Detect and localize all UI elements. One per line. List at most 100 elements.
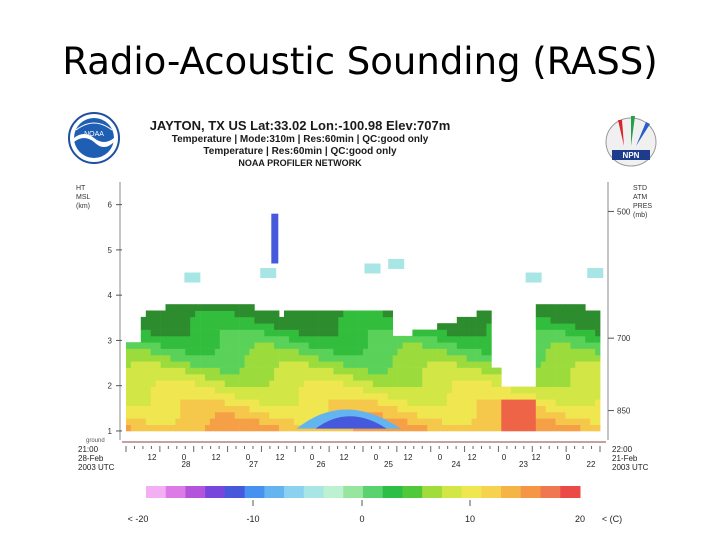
heatmap-cell (580, 418, 586, 425)
heatmap-cell (145, 418, 152, 425)
heatmap-cell (293, 335, 300, 343)
heatmap-cell (200, 386, 206, 394)
colorbar-swatch (185, 486, 206, 498)
heatmap-cell (126, 361, 132, 368)
heatmap-cell (451, 329, 458, 337)
heatmap-cell (303, 392, 310, 400)
heatmap-cell (555, 310, 561, 318)
heatmap-cell (333, 310, 339, 318)
heatmap-cell (387, 329, 393, 337)
heatmap-cell (175, 342, 181, 349)
heatmap-cell (269, 348, 275, 356)
heatmap-cell (550, 304, 556, 311)
heatmap-cell (293, 399, 300, 406)
heatmap-cell (545, 399, 551, 406)
heatmap-cell (135, 361, 142, 368)
heatmap-cell (195, 304, 201, 311)
upper-echo-blob (587, 268, 604, 278)
upper-echo-blob (364, 263, 381, 274)
heatmap-cell (555, 418, 561, 425)
heatmap-cell (367, 399, 374, 406)
heatmap-cell (545, 373, 551, 381)
heatmap-cell (535, 361, 542, 368)
heatmap-cell (293, 405, 300, 413)
heatmap-cell (461, 380, 468, 387)
heatmap-cell (288, 348, 295, 356)
heatmap-cell (303, 354, 310, 362)
heatmap-cell (521, 418, 527, 425)
heatmap-cell (540, 323, 547, 330)
heatmap-cell (486, 361, 492, 368)
heatmap-cell (491, 367, 497, 375)
x-hour-label: 12 (276, 453, 285, 462)
heatmap-cell (195, 392, 201, 400)
heatmap-cell (363, 310, 369, 318)
heatmap-cell (259, 323, 265, 330)
heatmap-cell (397, 367, 403, 375)
heatmap-cell (442, 392, 448, 400)
heatmap-cell (165, 367, 171, 375)
heatmap-cell (254, 323, 260, 330)
heatmap-cell (209, 342, 216, 349)
heatmap-cell (155, 411, 161, 419)
heatmap-cell (185, 367, 191, 375)
heatmap-cell (328, 405, 334, 413)
heatmap-cell (244, 329, 250, 337)
heatmap-cell (471, 411, 477, 419)
heatmap-cell (249, 418, 255, 425)
heatmap-cell (130, 373, 137, 381)
heatmap-cell (200, 310, 206, 318)
heatmap-cell (185, 348, 191, 356)
heatmap-cell (284, 424, 290, 432)
heatmap-cell (422, 424, 428, 432)
heatmap-cell (274, 373, 280, 381)
heatmap-cell (461, 361, 468, 368)
heatmap-cell (348, 361, 354, 368)
heatmap-cell (353, 380, 359, 387)
heatmap-cell (274, 411, 280, 419)
heatmap-cell (313, 411, 319, 419)
heatmap-cell (244, 411, 250, 419)
svg-text:NPN: NPN (623, 151, 640, 160)
heatmap-cell (219, 348, 226, 356)
heatmap-cell (550, 386, 556, 394)
heatmap-cell (229, 418, 235, 425)
heatmap-cell (214, 386, 221, 394)
heatmap-cell (417, 373, 423, 381)
heatmap-cell (175, 367, 181, 375)
heatmap-cell (303, 310, 310, 318)
heatmap-cell (343, 380, 349, 387)
heatmap-cell (229, 316, 235, 324)
heatmap-cell (135, 380, 142, 387)
heatmap-cell (205, 386, 211, 394)
heatmap-cell (293, 361, 300, 368)
heatmap-cell (239, 367, 245, 375)
heatmap-cell (367, 380, 374, 387)
heatmap-cell (140, 424, 147, 432)
heatmap-cell (323, 354, 329, 362)
heatmap-cell (224, 361, 231, 368)
heatmap-cell (219, 373, 226, 381)
heatmap-cell (506, 424, 512, 432)
heatmap-cell (525, 424, 532, 432)
heatmap-cell (284, 361, 290, 368)
heatmap-cell (535, 316, 542, 324)
heatmap-cell (244, 424, 250, 432)
heatmap-cell (545, 392, 551, 400)
heatmap-cell (175, 329, 181, 337)
heatmap-cell (145, 424, 152, 432)
heatmap-cell (451, 411, 458, 419)
heatmap-cell (451, 399, 458, 406)
colorbar-swatch (560, 486, 581, 498)
heatmap-cell (313, 361, 319, 368)
heatmap-cell (506, 411, 512, 419)
heatmap-cell (264, 310, 270, 318)
heatmap-cell (402, 405, 408, 413)
heatmap-cell (328, 361, 334, 368)
colorbar-label: -10 (246, 514, 259, 524)
heatmap-cell (249, 323, 255, 330)
heatmap-cell (595, 392, 601, 400)
heatmap-cells (126, 304, 601, 432)
heatmap-cell (402, 399, 408, 406)
heatmap-cell (372, 335, 379, 343)
